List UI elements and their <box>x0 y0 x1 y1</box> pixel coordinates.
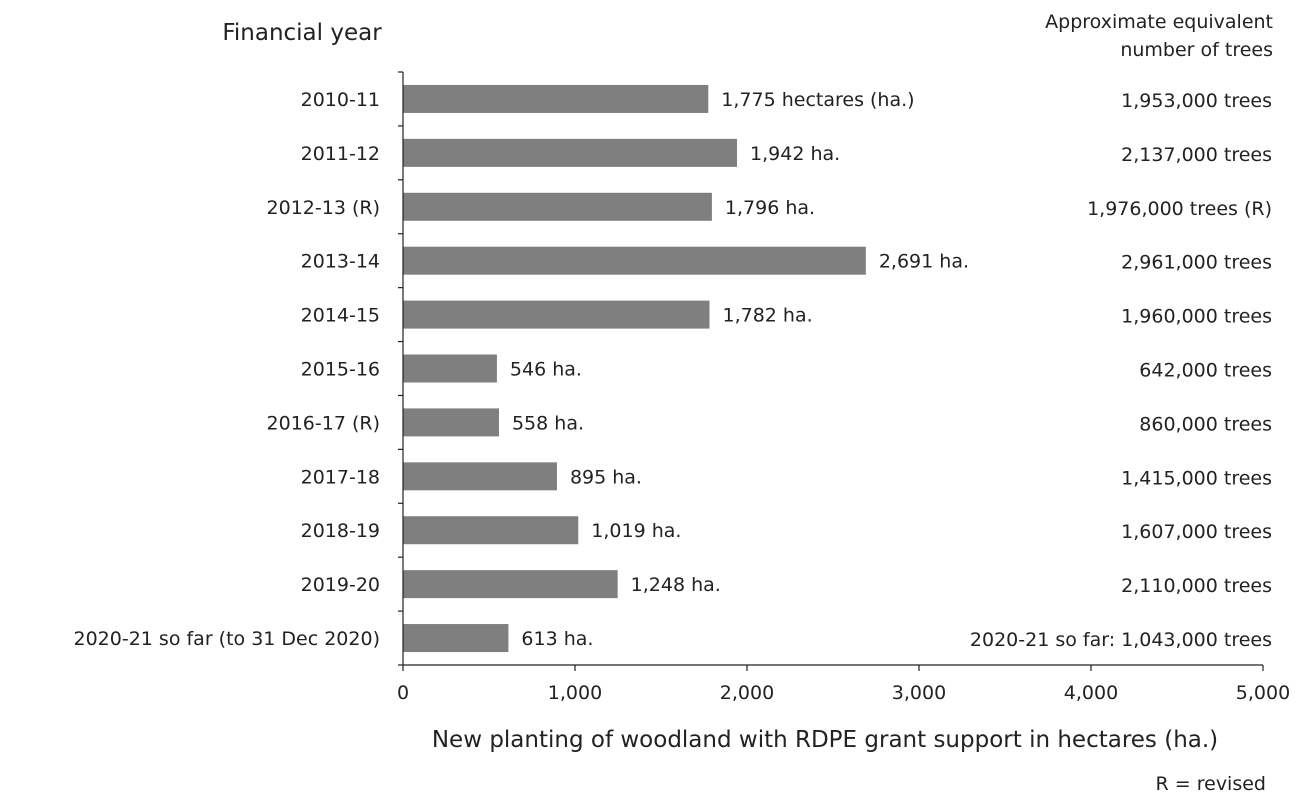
value-label: 558 ha. <box>512 412 584 434</box>
x-tick-label: 2,000 <box>720 682 774 704</box>
value-label: 1,019 ha. <box>591 520 681 542</box>
category-label: 2014-15 <box>301 305 380 327</box>
value-label: 2,691 ha. <box>879 251 969 273</box>
axes-layer: 0 1,000 2,000 3,000 4,000 5,000 <box>397 71 1290 704</box>
bar-3 <box>403 246 866 275</box>
trees-header-line-1: Approximate equivalent <box>1045 11 1273 33</box>
category-label: 2010-11 <box>301 89 380 111</box>
tree-count-label: 1,960,000 trees <box>1121 306 1272 328</box>
bar-7 <box>403 462 557 491</box>
x-tick-label: 4,000 <box>1064 682 1118 704</box>
value-label: 546 ha. <box>510 359 582 381</box>
x-tick-label: 0 <box>397 682 409 704</box>
bar-8 <box>403 516 579 545</box>
tree-count-label: 2,137,000 trees <box>1121 144 1272 166</box>
value-label: 895 ha. <box>570 466 642 488</box>
tree-count-label: 2,961,000 trees <box>1121 252 1272 274</box>
bar-5 <box>403 354 497 383</box>
tree-count-label: 1,607,000 trees <box>1121 521 1272 543</box>
x-axis-title: New planting of woodland with RDPE grant… <box>432 727 1218 753</box>
value-label: 1,942 ha. <box>750 143 840 165</box>
tree-count-label: 2,110,000 trees <box>1121 575 1272 597</box>
bar-10 <box>403 624 509 653</box>
value-label: 1,796 ha. <box>725 197 815 219</box>
category-label: 2016-17 (R) <box>267 412 380 434</box>
tree-count-label: 1,415,000 trees <box>1121 467 1272 489</box>
category-label: 2017-18 <box>301 466 380 488</box>
value-label: 1,248 ha. <box>631 574 721 596</box>
tree-count-label: 2020-21 so far: 1,043,000 trees <box>970 629 1272 651</box>
value-label: 1,775 hectares (ha.) <box>721 89 914 111</box>
category-label: 2012-13 (R) <box>267 197 380 219</box>
bar-2 <box>403 192 712 221</box>
category-label: 2015-16 <box>301 359 380 381</box>
y-axis-header: Financial year <box>222 20 382 46</box>
revised-footnote: R = revised <box>1156 773 1266 793</box>
tree-count-label: 1,976,000 trees (R) <box>1087 198 1272 220</box>
category-label: 2020-21 so far (to 31 Dec 2020) <box>74 628 381 650</box>
bar-6 <box>403 408 499 437</box>
category-label: 2018-19 <box>301 520 380 542</box>
bar-1 <box>403 138 738 167</box>
category-label: 2011-12 <box>301 143 380 165</box>
bar-4 <box>403 300 710 329</box>
bar-0 <box>403 84 709 113</box>
trees-header-line-2: number of trees <box>1120 39 1273 61</box>
tree-count-label: 860,000 trees <box>1139 413 1272 435</box>
x-tick-label: 3,000 <box>892 682 946 704</box>
x-tick-label: 5,000 <box>1236 682 1290 704</box>
bar-9 <box>403 570 618 599</box>
category-label: 2019-20 <box>301 574 380 596</box>
bars-layer: 2010-11 1,775 hectares (ha.) 1,953,000 tre… <box>74 84 1272 653</box>
value-label: 1,782 ha. <box>723 305 813 327</box>
value-label: 613 ha. <box>521 628 593 650</box>
category-label: 2013-14 <box>301 251 380 273</box>
tree-count-label: 1,953,000 trees <box>1121 90 1272 112</box>
tree-count-label: 642,000 trees <box>1139 360 1272 382</box>
x-tick-label: 1,000 <box>548 682 602 704</box>
